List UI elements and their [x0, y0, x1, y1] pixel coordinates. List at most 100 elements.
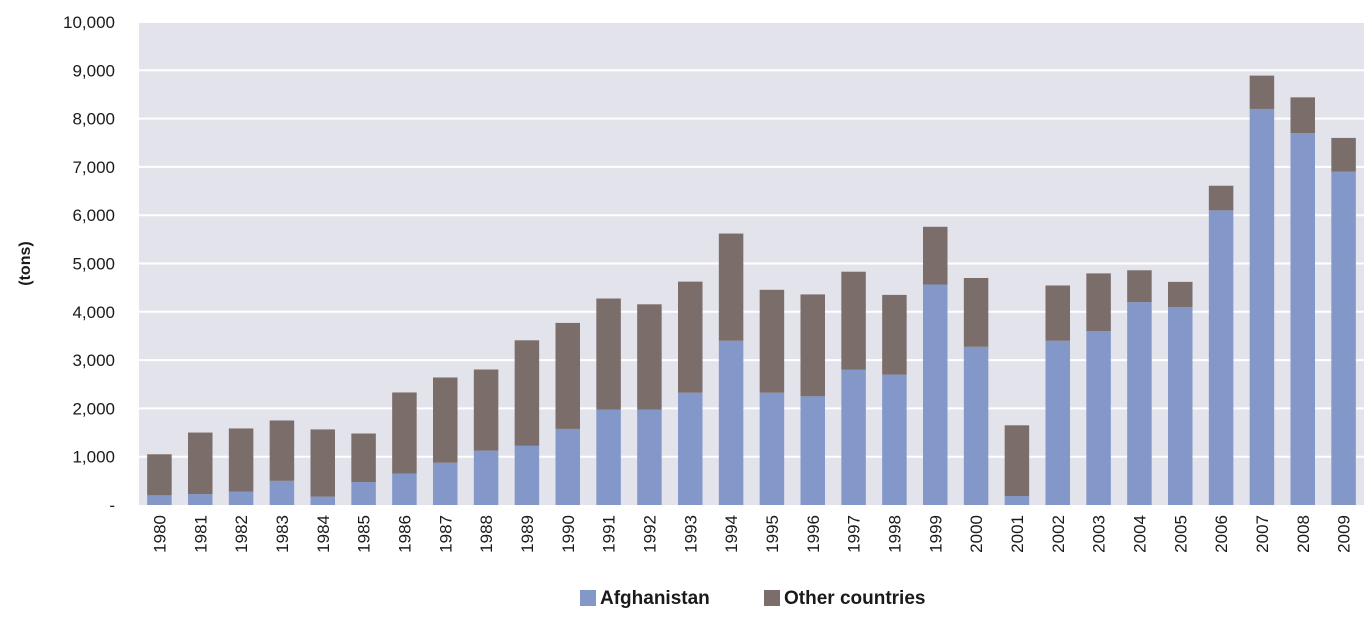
y-tick-label: - — [109, 496, 115, 515]
bar-other-countries-2006 — [1208, 185, 1234, 211]
bar-other-countries-1996 — [800, 294, 825, 397]
bar-afghanistan-2008 — [1290, 133, 1315, 505]
bar-afghanistan-1990 — [555, 428, 580, 505]
legend-swatch-afghanistan — [580, 590, 596, 606]
x-axis-tick-labels: 1980 1981 1982 1983 1984 1985 1986 1987 1988 1989… — [150, 515, 1353, 553]
bar-other-countries-1997 — [841, 271, 866, 370]
y-tick-label: 6,000 — [72, 206, 115, 225]
bar-other-countries-2002 — [1045, 285, 1070, 341]
bar-other-countries-1991 — [596, 298, 621, 410]
x-tick-label: 2003 — [1090, 515, 1109, 553]
bar-afghanistan-1998 — [882, 374, 907, 505]
x-tick-label: 1989 — [518, 515, 537, 553]
legend-label-other-countries: Other countries — [784, 588, 925, 609]
y-tick-label: 5,000 — [72, 255, 115, 274]
x-tick-label: 1983 — [273, 515, 292, 553]
x-tick-label: 2005 — [1171, 515, 1190, 553]
bar-afghanistan-2004 — [1127, 302, 1152, 505]
y-axis-title: (tons) — [17, 241, 34, 285]
bar-afghanistan-1997 — [841, 369, 866, 505]
x-tick-label: 1996 — [804, 515, 823, 553]
y-tick-label: 7,000 — [72, 158, 115, 177]
bar-afghanistan-1994 — [718, 340, 744, 505]
bar-other-countries-1981 — [188, 432, 213, 495]
bar-afghanistan-1992 — [637, 409, 662, 505]
bar-afghanistan-1995 — [759, 392, 785, 505]
x-tick-label: 1994 — [722, 515, 741, 553]
bar-afghanistan-1988 — [473, 450, 499, 505]
bar-other-countries-1988 — [473, 369, 499, 451]
x-tick-label: 2008 — [1294, 515, 1313, 553]
x-tick-label: 2004 — [1130, 515, 1149, 553]
x-tick-label: 1991 — [600, 515, 619, 553]
x-tick-label: 1995 — [763, 515, 782, 553]
bar-other-countries-2004 — [1127, 270, 1152, 303]
legend-label-afghanistan: Afghanistan — [600, 588, 710, 609]
bar-afghanistan-1996 — [800, 396, 825, 505]
y-tick-label: 2,000 — [72, 399, 115, 418]
x-tick-label: 1999 — [926, 515, 945, 553]
y-tick-label: 3,000 — [72, 351, 115, 370]
bar-other-countries-1987 — [433, 377, 458, 463]
x-tick-label: 1998 — [885, 515, 904, 553]
legend-swatch-other-countries — [764, 590, 780, 606]
bar-afghanistan-1991 — [596, 409, 621, 505]
bar-other-countries-2005 — [1168, 281, 1193, 307]
x-tick-label: 1982 — [232, 515, 251, 553]
bar-other-countries-1993 — [678, 281, 703, 393]
bar-other-countries-1985 — [351, 433, 376, 483]
x-tick-label: 2000 — [967, 515, 986, 553]
bar-other-countries-1998 — [882, 294, 907, 375]
bar-other-countries-2008 — [1290, 97, 1315, 134]
bar-other-countries-2000 — [963, 277, 989, 347]
bar-afghanistan-1983 — [269, 480, 295, 505]
bar-afghanistan-1987 — [433, 462, 458, 505]
x-tick-label: 2007 — [1253, 515, 1272, 553]
bar-afghanistan-2003 — [1086, 331, 1111, 505]
bar-other-countries-2003 — [1086, 273, 1111, 332]
bar-afghanistan-2007 — [1249, 108, 1275, 505]
bar-other-countries-1990 — [555, 322, 580, 429]
bar-other-countries-1995 — [759, 289, 785, 393]
bar-other-countries-1994 — [718, 233, 744, 341]
bar-other-countries-1984 — [310, 429, 335, 497]
bar-afghanistan-2000 — [963, 346, 989, 505]
bar-afghanistan-1999 — [923, 284, 948, 505]
y-tick-label: 10,000 — [63, 13, 115, 32]
x-tick-label: 1986 — [395, 515, 414, 553]
x-tick-label: 1988 — [477, 515, 496, 553]
grid-lines — [139, 21, 1364, 458]
y-tick-label: 1,000 — [72, 448, 115, 467]
x-tick-label: 1981 — [191, 515, 210, 553]
bar-afghanistan-2002 — [1045, 340, 1070, 505]
y-tick-label: 9,000 — [72, 61, 115, 80]
bar-afghanistan-1993 — [678, 392, 703, 505]
bar-other-countries-2009 — [1331, 137, 1356, 172]
bar-afghanistan-1989 — [514, 445, 540, 505]
bar-afghanistan-1984 — [310, 496, 335, 505]
x-tick-label: 1985 — [355, 515, 374, 553]
bar-afghanistan-1980 — [147, 495, 172, 505]
y-axis-tick-labels: - 1,000 2,000 3,000 4,000 5,000 6,000 7,000 8,00… — [63, 13, 115, 515]
x-tick-label: 2006 — [1212, 515, 1231, 553]
bar-afghanistan-2001 — [1004, 496, 1030, 505]
bar-afghanistan-2005 — [1168, 306, 1193, 505]
x-tick-label: 1987 — [436, 515, 455, 553]
bar-other-countries-2007 — [1249, 75, 1275, 109]
bar-afghanistan-2009 — [1331, 171, 1356, 506]
bar-other-countries-1989 — [514, 340, 540, 446]
bar-afghanistan-1982 — [228, 491, 254, 505]
x-tick-label: 1984 — [314, 515, 333, 553]
bar-afghanistan-1981 — [188, 494, 213, 505]
y-tick-label: 4,000 — [72, 303, 115, 322]
bar-other-countries-1992 — [637, 304, 662, 410]
bar-afghanistan-2006 — [1208, 210, 1234, 505]
bar-other-countries-1999 — [923, 226, 948, 285]
bar-other-countries-1982 — [228, 428, 254, 492]
bar-other-countries-1980 — [147, 454, 172, 496]
x-tick-label: 1990 — [559, 515, 578, 553]
x-tick-label: 1993 — [681, 515, 700, 553]
bar-afghanistan-1985 — [351, 482, 376, 505]
